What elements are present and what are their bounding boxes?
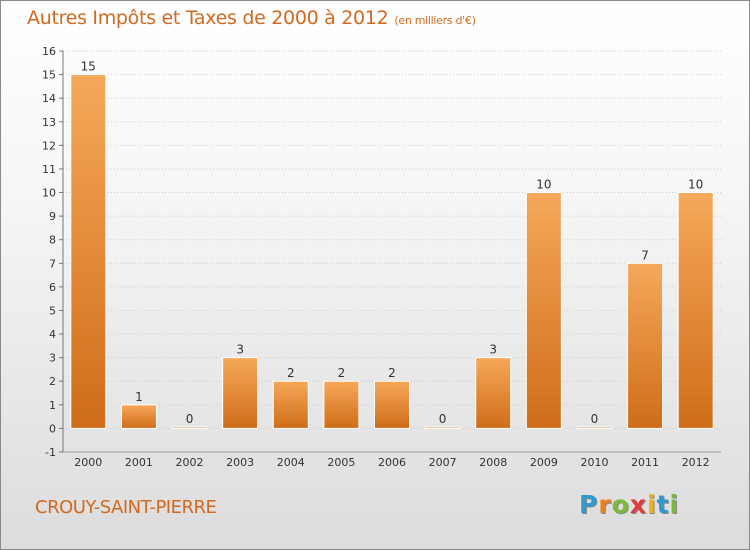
y-tick-label: 16: [42, 45, 56, 58]
y-tick-label: 11: [42, 163, 56, 176]
x-tick-label-2012: 2012: [682, 456, 710, 469]
bar-2002: [171, 426, 208, 429]
logo-letter: i: [669, 490, 680, 519]
data-label-2004: 2: [287, 366, 295, 380]
x-tick-label-2010: 2010: [580, 456, 608, 469]
data-label-2002: 0: [186, 412, 194, 426]
y-tick-label: 7: [49, 257, 56, 270]
y-tick-label: 14: [42, 92, 56, 105]
x-tick-label-2001: 2001: [125, 456, 153, 469]
y-tick-label: 9: [49, 210, 56, 223]
y-tick-label: -1: [45, 446, 56, 459]
data-label-2008: 3: [489, 343, 497, 357]
bar-2007: [424, 426, 461, 429]
x-tick-label-2009: 2009: [530, 456, 558, 469]
y-tick-label: 1: [49, 399, 56, 412]
x-tick-label-2008: 2008: [479, 456, 507, 469]
data-label-2003: 3: [236, 343, 244, 357]
logo-letter: i: [647, 490, 657, 519]
logo-letter: o: [611, 490, 630, 519]
logo-letter: x: [629, 490, 647, 519]
x-axis: 2000 2001 2002 2003 2004 2005 2006 2007 2008 2009…: [63, 451, 721, 469]
chart-title: Autres Impôts et Taxes de 2000 à 2012 (en…: [27, 7, 476, 29]
bar-2003: [222, 357, 259, 429]
bar-2008: [475, 357, 512, 429]
logo-letter: t: [656, 490, 670, 519]
logo-letter: P: [579, 490, 599, 519]
data-label-2006: 2: [388, 366, 396, 380]
x-tick-label-2004: 2004: [277, 456, 305, 469]
bar-2011: [627, 262, 664, 429]
bar-2005: [323, 380, 360, 429]
x-tick-label-2006: 2006: [378, 456, 406, 469]
bar-2006: [374, 380, 410, 429]
bar-2001: [120, 404, 157, 429]
chart-title-text: Autres Impôts et Taxes de 2000 à 2012: [27, 7, 389, 29]
x-tick-label-2000: 2000: [74, 456, 102, 469]
y-tick-label: 5: [49, 304, 56, 317]
bar-2010: [576, 426, 613, 429]
bar-2012: [677, 192, 714, 429]
proxiti-logo: Proxiti: [579, 490, 679, 519]
y-tick-label: 0: [49, 422, 56, 435]
y-tick-label: 12: [42, 139, 56, 152]
y-tick-label: 13: [42, 116, 56, 129]
y-tick-label: 10: [42, 187, 56, 200]
data-label-2012: 10: [688, 178, 703, 192]
data-label-2011: 7: [641, 248, 649, 262]
x-tick-label-2007: 2007: [429, 456, 457, 469]
y-tick-label: 4: [49, 328, 56, 341]
x-tick-label-2005: 2005: [327, 456, 355, 469]
chart-subtitle: (en milliers d'€): [394, 14, 476, 27]
data-label-2000: 15: [81, 60, 96, 74]
data-label-2010: 0: [591, 412, 599, 426]
bar-2004: [272, 380, 309, 429]
town-name: CROUY-SAINT-PIERRE: [35, 497, 217, 518]
y-tick-label: 8: [49, 234, 56, 247]
y-tick-label: 2: [49, 375, 56, 388]
data-label-2009: 10: [536, 178, 551, 192]
y-tick-label: 3: [49, 352, 56, 365]
x-tick-label-2011: 2011: [631, 456, 659, 469]
y-tick-label: 6: [49, 281, 56, 294]
data-label-2007: 0: [439, 412, 447, 426]
bar-2000: [70, 74, 107, 429]
x-tick-label-2003: 2003: [226, 456, 254, 469]
data-label-2001: 1: [135, 390, 143, 404]
x-tick-label-2002: 2002: [176, 456, 204, 469]
y-tick-label: 15: [42, 69, 56, 82]
logo-letter: r: [598, 490, 612, 519]
bar-2009: [525, 192, 562, 429]
data-label-2005: 2: [338, 366, 346, 380]
